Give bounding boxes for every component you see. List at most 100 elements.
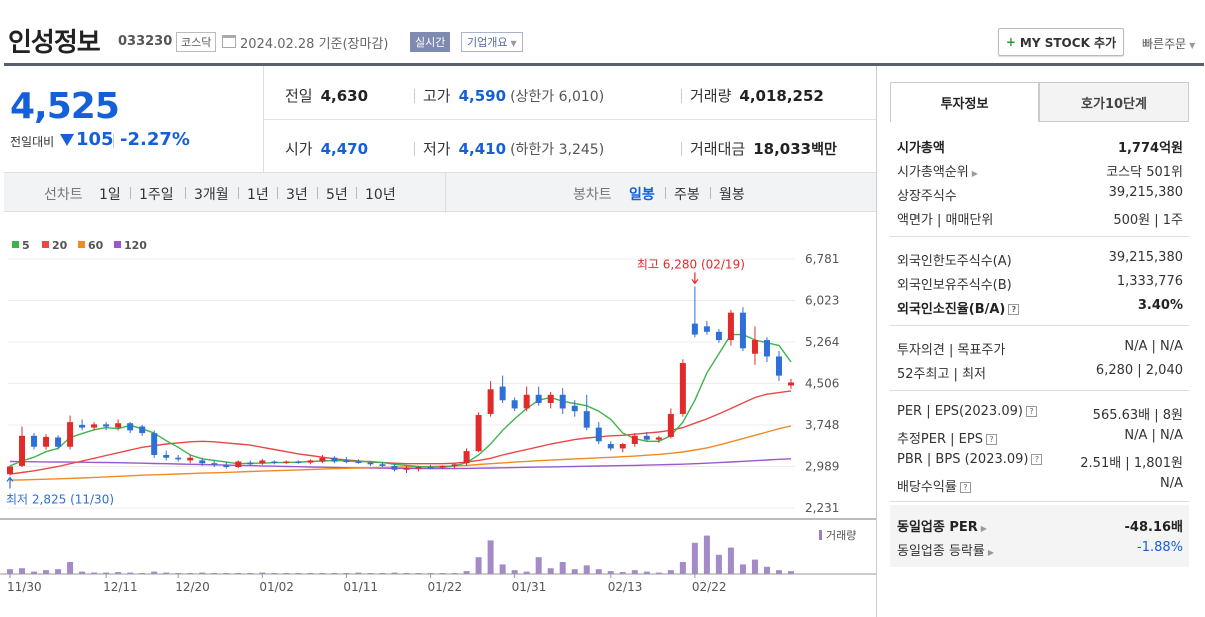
candle-body — [271, 461, 278, 464]
stat-label: 저가 — [423, 140, 451, 158]
period-5y[interactable]: 5년 — [326, 187, 348, 203]
volume-bar — [739, 564, 746, 574]
candle-body — [619, 444, 626, 449]
stat-value: 4,410 — [458, 140, 507, 158]
calendar-icon — [222, 35, 236, 48]
candle-body — [115, 423, 122, 428]
help-icon[interactable]: ? — [1031, 454, 1043, 465]
stat-value: 18,033 — [753, 140, 812, 158]
info-key: 배당수익률? — [897, 476, 971, 495]
info-row-opinion: 투자의견 | 목표주가 N/A | N/A — [897, 339, 1183, 359]
help-icon[interactable]: ? — [1008, 304, 1020, 315]
candle-monthly[interactable]: 월봉 — [719, 187, 745, 203]
chevron-down-icon: ▼ — [510, 39, 517, 48]
max-arrow-icon — [691, 272, 699, 285]
candle-body — [127, 423, 134, 431]
stock-header: 인성정보 033230 코스닥 2024.02.28 기준(장마감) 실시간 기… — [0, 0, 1205, 64]
info-row-dividend: 배당수익률? N/A — [897, 476, 1183, 496]
candle-body — [451, 464, 458, 466]
volume-bar — [559, 562, 566, 574]
period-3m[interactable]: 3개월 — [194, 187, 229, 203]
candle-chart-label: 봉차트 — [573, 187, 612, 203]
period-1y[interactable]: 1년 — [247, 187, 269, 203]
info-row-mktcap: 시가총액 1,774억원 — [897, 137, 1183, 157]
candle-body — [427, 467, 434, 469]
candle-body — [175, 457, 182, 460]
volume-bar — [487, 540, 494, 574]
volume-bar — [607, 571, 614, 574]
company-overview-label: 기업개요 — [467, 36, 508, 49]
tab-invest-info[interactable]: 투자정보 — [890, 82, 1039, 122]
candle-weekly[interactable]: 주봉 — [674, 187, 700, 203]
candle-body — [643, 435, 650, 440]
volume-bar — [55, 569, 62, 574]
candle-body — [355, 461, 362, 464]
quick-order-button[interactable]: 빠른주문 ▼ — [1142, 35, 1195, 52]
candle-body — [403, 468, 410, 470]
candle-daily[interactable]: 일봉 — [629, 187, 655, 203]
chevron-right-icon: ▶ — [980, 524, 987, 533]
period-10y[interactable]: 10년 — [365, 187, 396, 203]
candle-body — [775, 356, 782, 376]
divider — [317, 187, 318, 199]
min-annotation: 최저 2,825 (11/30) — [6, 492, 114, 506]
info-row-mktrank[interactable]: 시가총액순위 ▶ 코스닥 501위 — [897, 161, 1183, 181]
add-my-stock-label: MY STOCK 추가 — [1019, 35, 1117, 50]
company-overview-dropdown[interactable]: 기업개요 ▼ — [461, 32, 523, 52]
volume-bar — [499, 564, 506, 574]
stock-code: 033230 — [118, 34, 173, 49]
candle-body — [439, 465, 446, 468]
divider — [681, 142, 682, 156]
info-row-industry-rate[interactable]: 동일업종 등락률 ▶ -1.88% — [897, 540, 1183, 560]
chevron-right-icon: ▶ — [987, 548, 995, 557]
info-value: 1,333,776 — [1116, 274, 1183, 289]
y-tick-label: 5,264 — [805, 335, 839, 349]
legend-label: 60 — [88, 239, 104, 252]
candle-body — [631, 435, 638, 445]
info-key: 시가총액순위 ▶ — [897, 161, 978, 180]
ma5-line — [9, 333, 792, 468]
stock-chart[interactable]: 6,781 6,023 5,264 4,506 3,748 2,989 2,231 5 20 60… — [0, 212, 876, 617]
period-1w[interactable]: 1주일 — [139, 187, 174, 203]
help-icon[interactable]: ? — [1025, 406, 1037, 417]
candle-body — [79, 424, 86, 428]
candle-body — [307, 460, 314, 463]
period-3y[interactable]: 3년 — [286, 187, 308, 203]
info-key-text: 배당수익률 — [897, 480, 957, 495]
tab-quote-10[interactable]: 호가10단계 — [1039, 82, 1189, 122]
add-my-stock-button[interactable]: + MY STOCK 추가 — [998, 28, 1124, 56]
help-icon[interactable]: ? — [985, 434, 997, 445]
divider — [113, 134, 114, 148]
info-row-shares: 상장주식수 39,215,380 — [897, 185, 1183, 205]
candle-body — [511, 400, 518, 409]
divider — [414, 89, 415, 103]
volume-bar — [259, 572, 266, 574]
volume-bar — [595, 569, 602, 574]
volume-bar — [511, 570, 518, 574]
stat-label: 전일 — [285, 87, 313, 105]
info-key-text: 시가총액순위 — [897, 165, 969, 180]
volume-bar — [788, 571, 794, 574]
divider — [665, 187, 666, 199]
stat-label: 고가 — [423, 87, 451, 105]
volume-bar — [751, 559, 758, 574]
candle-body — [343, 460, 350, 463]
period-1d[interactable]: 1일 — [99, 187, 121, 203]
candle-body — [247, 462, 254, 465]
info-key: 외국인한도주식수(A) — [897, 254, 1012, 269]
candle-body — [691, 323, 698, 335]
volume-bar — [727, 547, 734, 574]
market-badge: 코스닥 — [176, 32, 217, 52]
realtime-button[interactable]: 실시간 — [410, 32, 451, 52]
info-key-text: 추정PER | EPS — [897, 432, 983, 447]
help-icon[interactable]: ? — [959, 482, 971, 493]
info-key: 외국인보유주식수(B) — [897, 278, 1012, 293]
candle-body — [463, 451, 470, 464]
legend-label: 120 — [124, 239, 147, 252]
info-value: 2.51배 | 1,801원 — [1080, 456, 1183, 471]
info-row-industry-per[interactable]: 동일업종 PER ▶ -48.16배 — [897, 516, 1183, 536]
info-value: 코스닥 501위 — [1106, 165, 1183, 180]
info-value: -48.16배 — [1124, 520, 1183, 535]
candle-body — [163, 454, 170, 458]
price-change: 105 — [76, 129, 114, 150]
